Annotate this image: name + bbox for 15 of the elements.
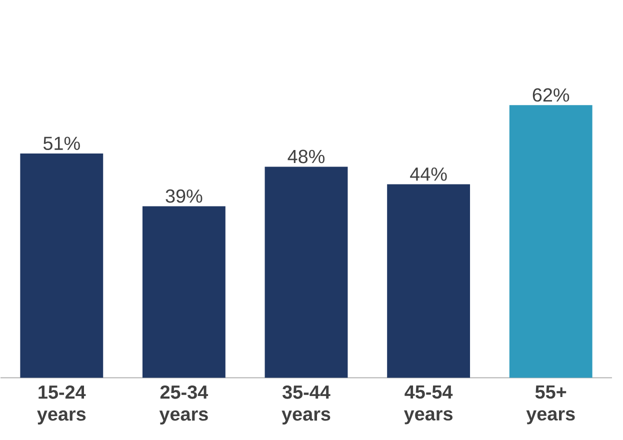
data-label: 44%: [410, 168, 447, 181]
bar: [142, 206, 226, 378]
x-tick-label: 55+ years: [526, 386, 575, 424]
data-label: 39%: [166, 190, 202, 203]
x-tick-label: 15-24 years: [37, 386, 86, 425]
data-label: 51%: [43, 136, 80, 150]
x-tick-label: 35-44 years: [282, 386, 330, 425]
data-label: 48%: [288, 150, 324, 164]
bar: [20, 154, 104, 378]
bar: [387, 184, 470, 378]
x-tick-label: 25-34 years: [159, 386, 208, 425]
x-tick-label: 45-54 years: [404, 386, 453, 424]
data-label: 62%: [532, 88, 570, 102]
bar: [509, 105, 592, 378]
bar: [264, 166, 348, 378]
